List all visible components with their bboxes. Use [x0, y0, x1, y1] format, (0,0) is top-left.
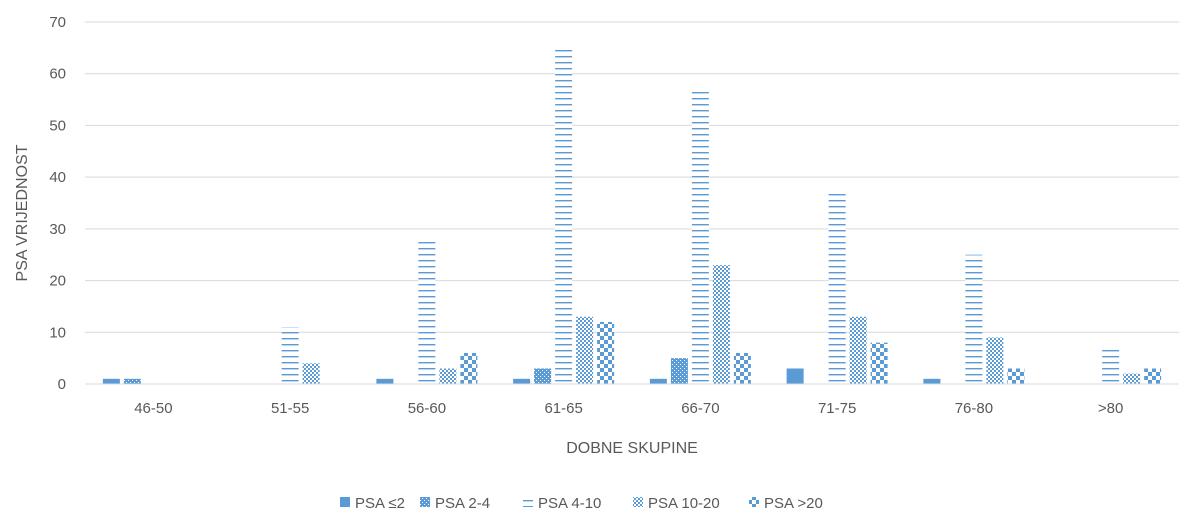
bar-horizontal-lines-5660: [418, 239, 435, 384]
legend-swatch: [633, 497, 643, 507]
x-tick-label: 71-75: [818, 400, 856, 417]
bar-diamond-grid-7175: [850, 317, 867, 384]
bar-horizontal-lines-6165: [555, 48, 572, 384]
bar-dots-6670: [671, 358, 688, 384]
x-tick-label: 76-80: [955, 400, 993, 417]
y-tick-label: 70: [49, 14, 66, 31]
legend-label: PSA 10-20: [648, 495, 720, 512]
y-tick-label: 10: [49, 324, 66, 341]
x-tick-label: >80: [1098, 400, 1123, 417]
y-axis-title: PSA VRIJEDNOST: [14, 144, 31, 281]
y-tick-label: 50: [49, 117, 66, 134]
bar-diamond-grid-5155: [303, 363, 320, 384]
bar-diamond-grid-6165: [576, 317, 593, 384]
bar-solid-4650: [103, 379, 120, 384]
bar-solid-5660: [376, 379, 393, 384]
x-tick-label: 66-70: [681, 400, 719, 417]
bar-solid-6670: [650, 379, 667, 384]
bar-dots-6165: [534, 368, 551, 384]
bar-horizontal-lines-7175: [829, 193, 846, 384]
bar-diamond-grid-80: [1123, 374, 1140, 384]
bar-solid-7175: [787, 368, 804, 384]
bar-horizontal-lines-5155: [282, 327, 299, 384]
y-tick-label: 30: [49, 221, 66, 238]
bar-horizontal-lines-6670: [692, 89, 709, 384]
bar-dots-4650: [124, 379, 141, 384]
bar-checker-5660: [460, 353, 477, 384]
bar-diamond-grid-7680: [986, 337, 1003, 384]
bar-diamond-grid-5660: [439, 368, 456, 384]
legend-swatch: [340, 497, 350, 507]
bar-checker-6670: [734, 353, 751, 384]
x-tick-label: 61-65: [544, 400, 582, 417]
bar-solid-6165: [513, 379, 530, 384]
legend-swatch: [749, 497, 759, 507]
bar-checker-6165: [597, 322, 614, 384]
x-tick-label: 51-55: [271, 400, 309, 417]
legend: PSA ≤2 PSA 2-4 PSA 4-10 PSA 10-20 PSA >20: [340, 495, 823, 512]
x-axis-ticks: 46-50 51-55 56-60 61-65 66-70 71-75 76-80 >80: [134, 400, 1123, 417]
y-tick-label: 20: [49, 273, 66, 290]
bar-checker-7175: [871, 343, 888, 384]
bar-horizontal-lines-80: [1102, 348, 1119, 384]
y-axis-ticks: 0 10 20 30 40 50 60 70: [49, 14, 66, 393]
bars: [103, 48, 1161, 384]
legend-label: PSA 2-4: [435, 495, 490, 512]
bar-solid-7680: [923, 379, 940, 384]
bar-checker-80: [1144, 368, 1161, 384]
bar-checker-7680: [1007, 368, 1024, 384]
legend-label: PSA ≤2: [355, 495, 405, 512]
legend-swatch: [523, 497, 533, 507]
gridlines: [85, 22, 1179, 332]
legend-label: PSA 4-10: [538, 495, 601, 512]
bar-horizontal-lines-7680: [965, 255, 982, 384]
y-tick-label: 0: [58, 376, 66, 393]
x-tick-label: 46-50: [134, 400, 172, 417]
x-tick-label: 56-60: [408, 400, 446, 417]
x-axis-title: DOBNE SKUPINE: [566, 440, 698, 457]
bar-diamond-grid-6670: [713, 265, 730, 384]
legend-label: PSA >20: [764, 495, 823, 512]
legend-swatch: [420, 497, 430, 507]
y-tick-label: 40: [49, 169, 66, 186]
y-tick-label: 60: [49, 66, 66, 83]
